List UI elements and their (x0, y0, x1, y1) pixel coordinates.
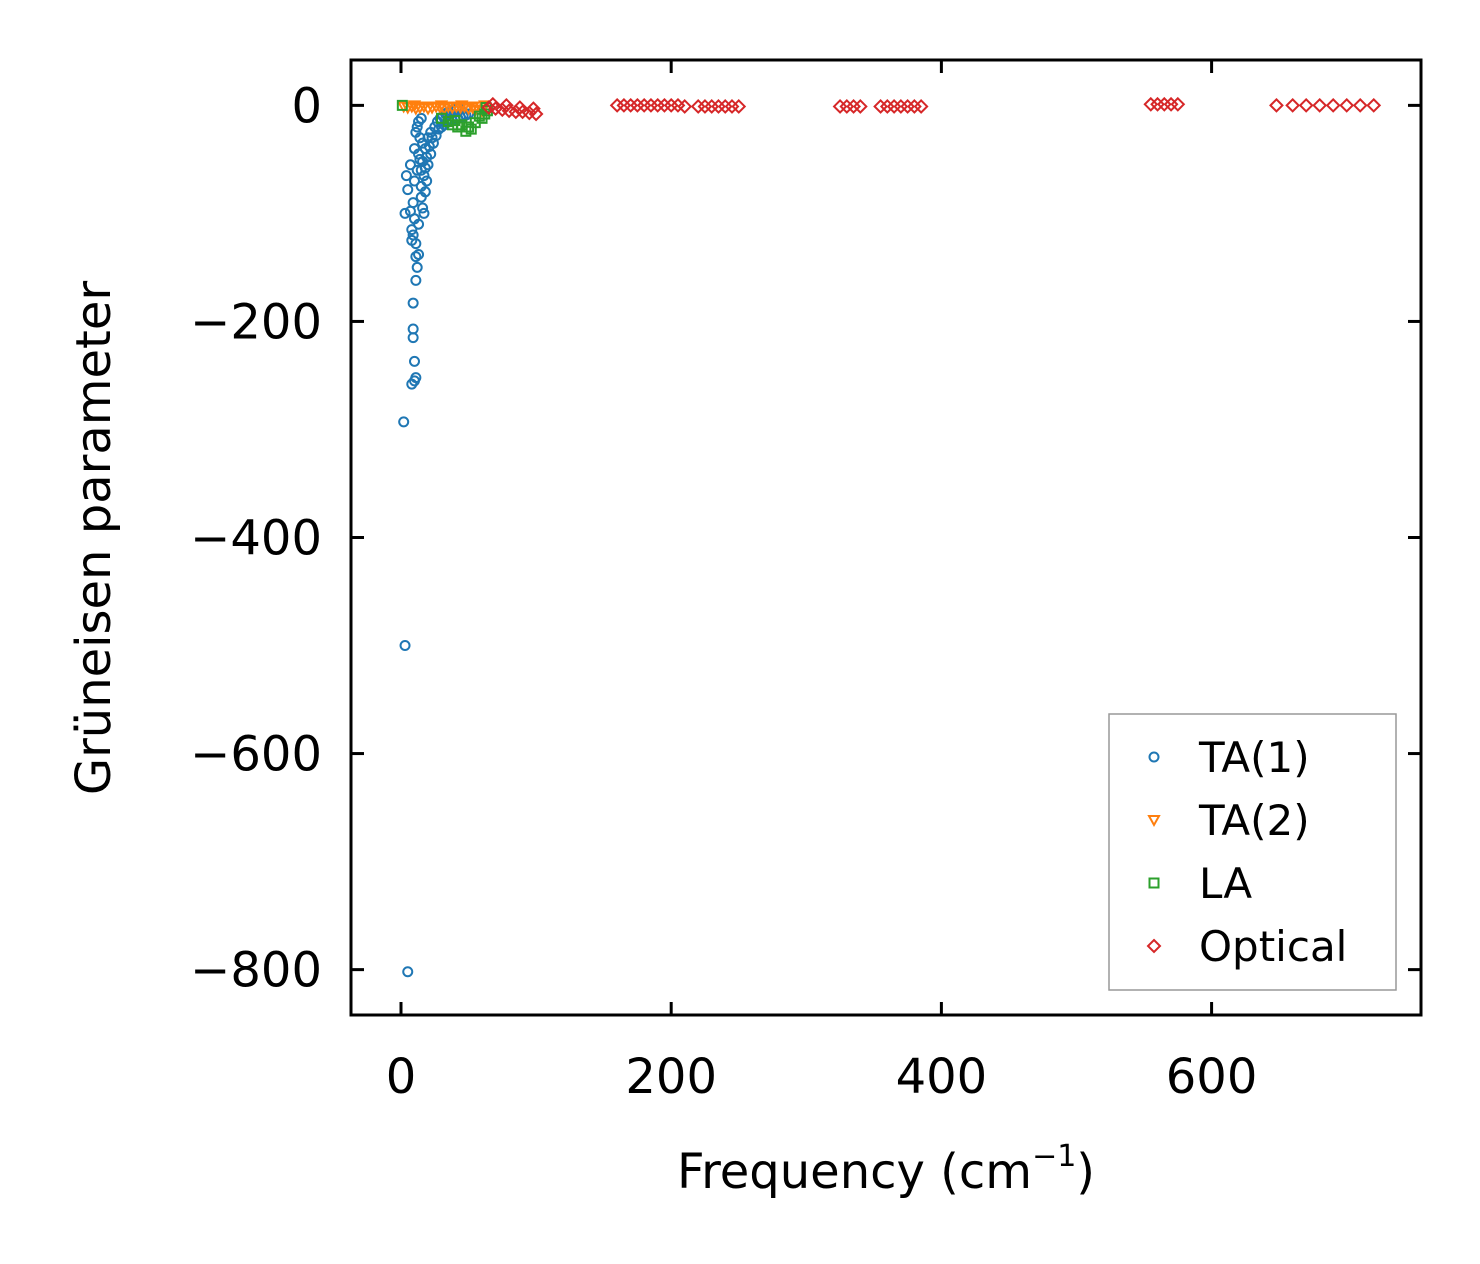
data-point (399, 640, 411, 652)
data-point (402, 966, 414, 978)
data-point (411, 261, 423, 273)
data-point (1269, 97, 1284, 113)
data-point (406, 224, 418, 236)
data-point (404, 159, 416, 171)
series-2 (396, 99, 493, 137)
legend-item: LA (1148, 859, 1252, 908)
data-point (400, 170, 412, 182)
legend-item: TA(1) (1148, 733, 1310, 782)
y-tick-label: −200 (190, 294, 322, 350)
data-point (1325, 97, 1341, 113)
series-3 (481, 96, 1382, 122)
data-point (1339, 97, 1355, 113)
x-axis-ticks: 0 200 400 600 (386, 60, 1258, 1105)
data-point (413, 248, 425, 260)
data-point (419, 162, 431, 174)
data-point (426, 132, 438, 144)
data-point (410, 372, 422, 384)
data-point (852, 99, 868, 114)
data-point (402, 184, 414, 196)
legend-marker (1147, 815, 1161, 828)
data-point (407, 100, 422, 113)
data-point (441, 101, 455, 114)
legend-label: TA(1) (1198, 733, 1310, 782)
data-point (410, 251, 422, 263)
data-point (913, 99, 929, 114)
data-point (677, 99, 693, 114)
data-point (405, 101, 419, 114)
data-point (410, 238, 422, 250)
data-point (417, 202, 429, 214)
y-tick-label: −400 (190, 511, 322, 567)
data-point (407, 323, 419, 335)
data-point (407, 297, 419, 309)
y-tick-label: 0 (291, 78, 322, 134)
data-point (413, 218, 425, 230)
legend-item: TA(2) (1147, 796, 1310, 845)
legend-marker (1148, 877, 1160, 889)
data-point (418, 207, 430, 219)
data-point (473, 110, 485, 122)
data-point (418, 170, 430, 182)
data-point (436, 112, 448, 124)
x-tick-label: 400 (896, 1049, 988, 1105)
data-point (1366, 97, 1382, 113)
data-point (485, 96, 501, 112)
data-point (429, 121, 441, 133)
y-tick-label: −800 (190, 943, 322, 999)
data-point (417, 156, 429, 168)
data-point (415, 112, 427, 124)
data-point (399, 207, 411, 219)
data-point (415, 180, 427, 192)
legend-marker (1148, 751, 1160, 763)
data-point (396, 99, 408, 111)
data-point (1298, 97, 1314, 113)
data-point (1170, 96, 1186, 112)
series-1 (396, 100, 492, 118)
legend-marker (1146, 938, 1162, 954)
data-point (414, 153, 426, 165)
data-point (398, 416, 410, 428)
data-point (468, 104, 482, 117)
data-point (463, 108, 475, 120)
data-point (417, 101, 431, 114)
y-tick-label: −600 (190, 727, 322, 783)
series-0 (398, 102, 475, 978)
data-point (498, 97, 514, 113)
x-tick-label: 0 (386, 1049, 417, 1105)
plot-points (396, 96, 1382, 978)
data-point (512, 100, 528, 115)
data-point (410, 274, 422, 286)
x-tick-label: 200 (625, 1049, 717, 1105)
data-point (1352, 97, 1368, 113)
legend-item: Optical (1146, 922, 1347, 971)
y-axis-ticks: 0 −200 −400 −600 −800 (190, 78, 1421, 999)
x-axis-label: Frequency (cm−1) (677, 1139, 1095, 1200)
y-axis-label: Grüneisen parameter (66, 281, 122, 796)
data-point (731, 99, 747, 114)
data-point (411, 121, 423, 133)
data-point (455, 100, 469, 113)
data-point (446, 119, 458, 131)
legend-label: TA(2) (1198, 796, 1310, 845)
x-tick-label: 600 (1166, 1049, 1258, 1105)
data-point (525, 101, 541, 117)
data-point (1312, 97, 1328, 113)
data-point (404, 205, 416, 217)
legend-label: Optical (1199, 922, 1347, 971)
legend-label: LA (1199, 859, 1252, 908)
data-point (434, 100, 449, 113)
data-point (408, 175, 420, 187)
data-point (1285, 97, 1301, 113)
data-point (408, 355, 420, 367)
legend: TA(1) TA(2) LA Optical (1108, 713, 1397, 991)
data-point (457, 101, 472, 114)
